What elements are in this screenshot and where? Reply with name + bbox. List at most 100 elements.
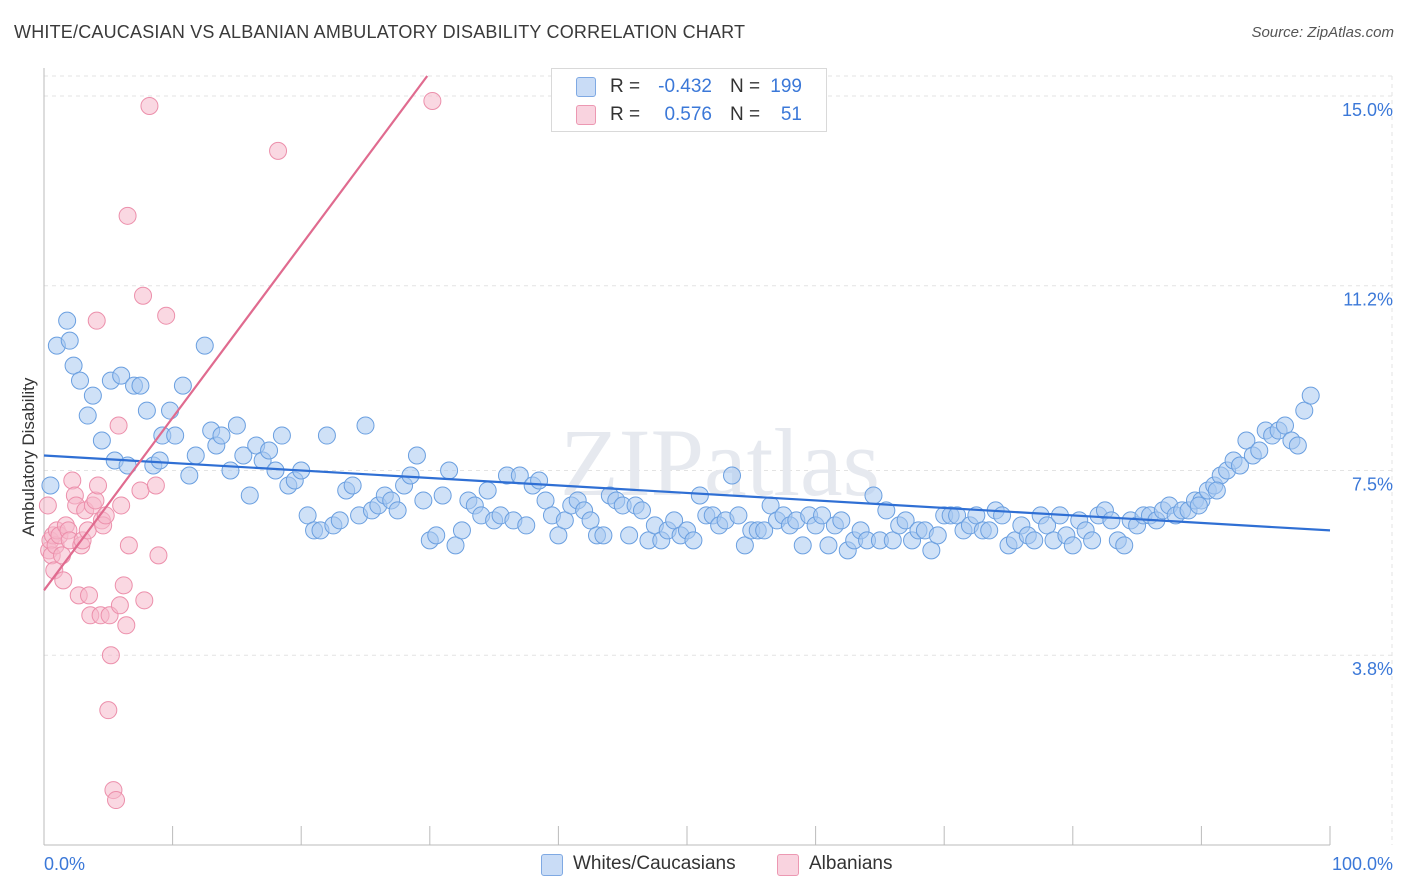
series-label-whites: Whites/Caucasians	[573, 853, 736, 874]
white-point	[883, 531, 902, 550]
white-point	[60, 331, 79, 350]
white-point	[440, 461, 459, 480]
albanian-point	[80, 586, 99, 605]
albanian-point	[87, 311, 106, 330]
white-point	[317, 426, 336, 445]
albanian-point	[119, 536, 138, 555]
white-point	[227, 416, 246, 435]
albanian-point	[101, 646, 120, 665]
albanian-point	[114, 576, 133, 595]
albanian-point	[107, 791, 126, 810]
white-point	[150, 451, 169, 470]
white-point	[1025, 531, 1044, 550]
legend-swatch-albanians	[576, 105, 596, 125]
white-point	[173, 376, 192, 395]
white-point	[1230, 456, 1249, 475]
white-point	[896, 511, 915, 530]
white-point	[92, 431, 111, 450]
albanian-point	[149, 546, 168, 565]
white-point	[161, 401, 180, 420]
white-point	[234, 446, 253, 465]
white-point	[928, 526, 947, 545]
correlation-legend: R = -0.432 N = 199 R = 0.576 N = 51	[551, 68, 827, 132]
white-point	[388, 501, 407, 520]
series-label-albanians: Albanians	[809, 853, 893, 874]
white-point	[71, 371, 90, 390]
label-layer: 3.8% 7.5% 11.2% 15.0% 0.0% 100.0%	[44, 100, 1393, 874]
albanian-point	[134, 286, 153, 305]
legend-n-value: 51	[780, 104, 802, 125]
white-point	[330, 511, 349, 530]
legend-row-whites: R = -0.432 N = 199	[552, 71, 826, 101]
trend-layer	[43, 75, 1331, 591]
albanian-point	[89, 476, 108, 495]
white-point	[298, 506, 317, 525]
white-point	[1250, 441, 1269, 460]
x-tick-label-start: 0.0%	[44, 854, 85, 874]
white-point	[967, 506, 986, 525]
albanian-point	[110, 596, 129, 615]
white-point	[832, 511, 851, 530]
albanian-point	[109, 416, 128, 435]
albanian-point	[53, 546, 72, 565]
white-point	[407, 446, 426, 465]
legend-n-label: N =	[730, 76, 761, 97]
white-point	[272, 426, 291, 445]
legend-r-value: 0.576	[664, 104, 712, 125]
albanian-point	[157, 306, 176, 325]
white-point	[195, 336, 214, 355]
albanian-point	[423, 91, 442, 110]
white-point	[1102, 511, 1121, 530]
white-point	[665, 511, 684, 530]
white-point	[684, 531, 703, 550]
white-point	[948, 506, 967, 525]
white-point	[58, 311, 77, 330]
series-swatch-whites	[541, 854, 563, 876]
white-point	[221, 461, 240, 480]
white-point	[993, 506, 1012, 525]
white-point	[180, 466, 199, 485]
white-point	[620, 526, 639, 545]
white-point	[427, 526, 446, 545]
white-point	[723, 466, 742, 485]
white-point	[1288, 436, 1307, 455]
white-point	[632, 501, 651, 520]
y-tick-label: 3.8%	[1352, 659, 1393, 679]
albanian-point	[146, 476, 165, 495]
white-point	[1301, 386, 1320, 405]
white-point	[446, 536, 465, 555]
white-point	[137, 401, 156, 420]
white-point	[922, 541, 941, 560]
white-point	[41, 476, 60, 495]
white-point	[266, 461, 285, 480]
white-point	[819, 536, 838, 555]
albanian-point	[54, 571, 73, 590]
y-tick-label: 15.0%	[1342, 100, 1393, 120]
white-point	[1189, 496, 1208, 515]
white-point	[1083, 531, 1102, 550]
white-point	[536, 491, 555, 510]
white-point	[1295, 401, 1314, 420]
white-point	[343, 476, 362, 495]
white-point	[260, 441, 279, 460]
albanian-point	[135, 591, 154, 610]
albanian-point	[118, 206, 137, 225]
white-point	[555, 511, 574, 530]
white-point	[478, 481, 497, 500]
white-point	[356, 416, 375, 435]
chart-title: WHITE/CAUCASIAN VS ALBANIAN AMBULATORY D…	[14, 22, 746, 42]
white-point	[1207, 481, 1226, 500]
albanian-trend-line	[43, 75, 429, 591]
white-point	[877, 501, 896, 520]
albanian-point	[140, 96, 159, 115]
white-point	[1063, 536, 1082, 555]
white-point	[1038, 516, 1057, 535]
albanian-point	[99, 701, 118, 720]
y-axis-title: Ambulatory Disability	[19, 377, 38, 536]
legend-swatch-whites	[576, 77, 596, 97]
legend-r-value: -0.432	[658, 76, 712, 97]
white-point	[414, 491, 433, 510]
white-point	[83, 386, 102, 405]
white-point	[530, 471, 549, 490]
